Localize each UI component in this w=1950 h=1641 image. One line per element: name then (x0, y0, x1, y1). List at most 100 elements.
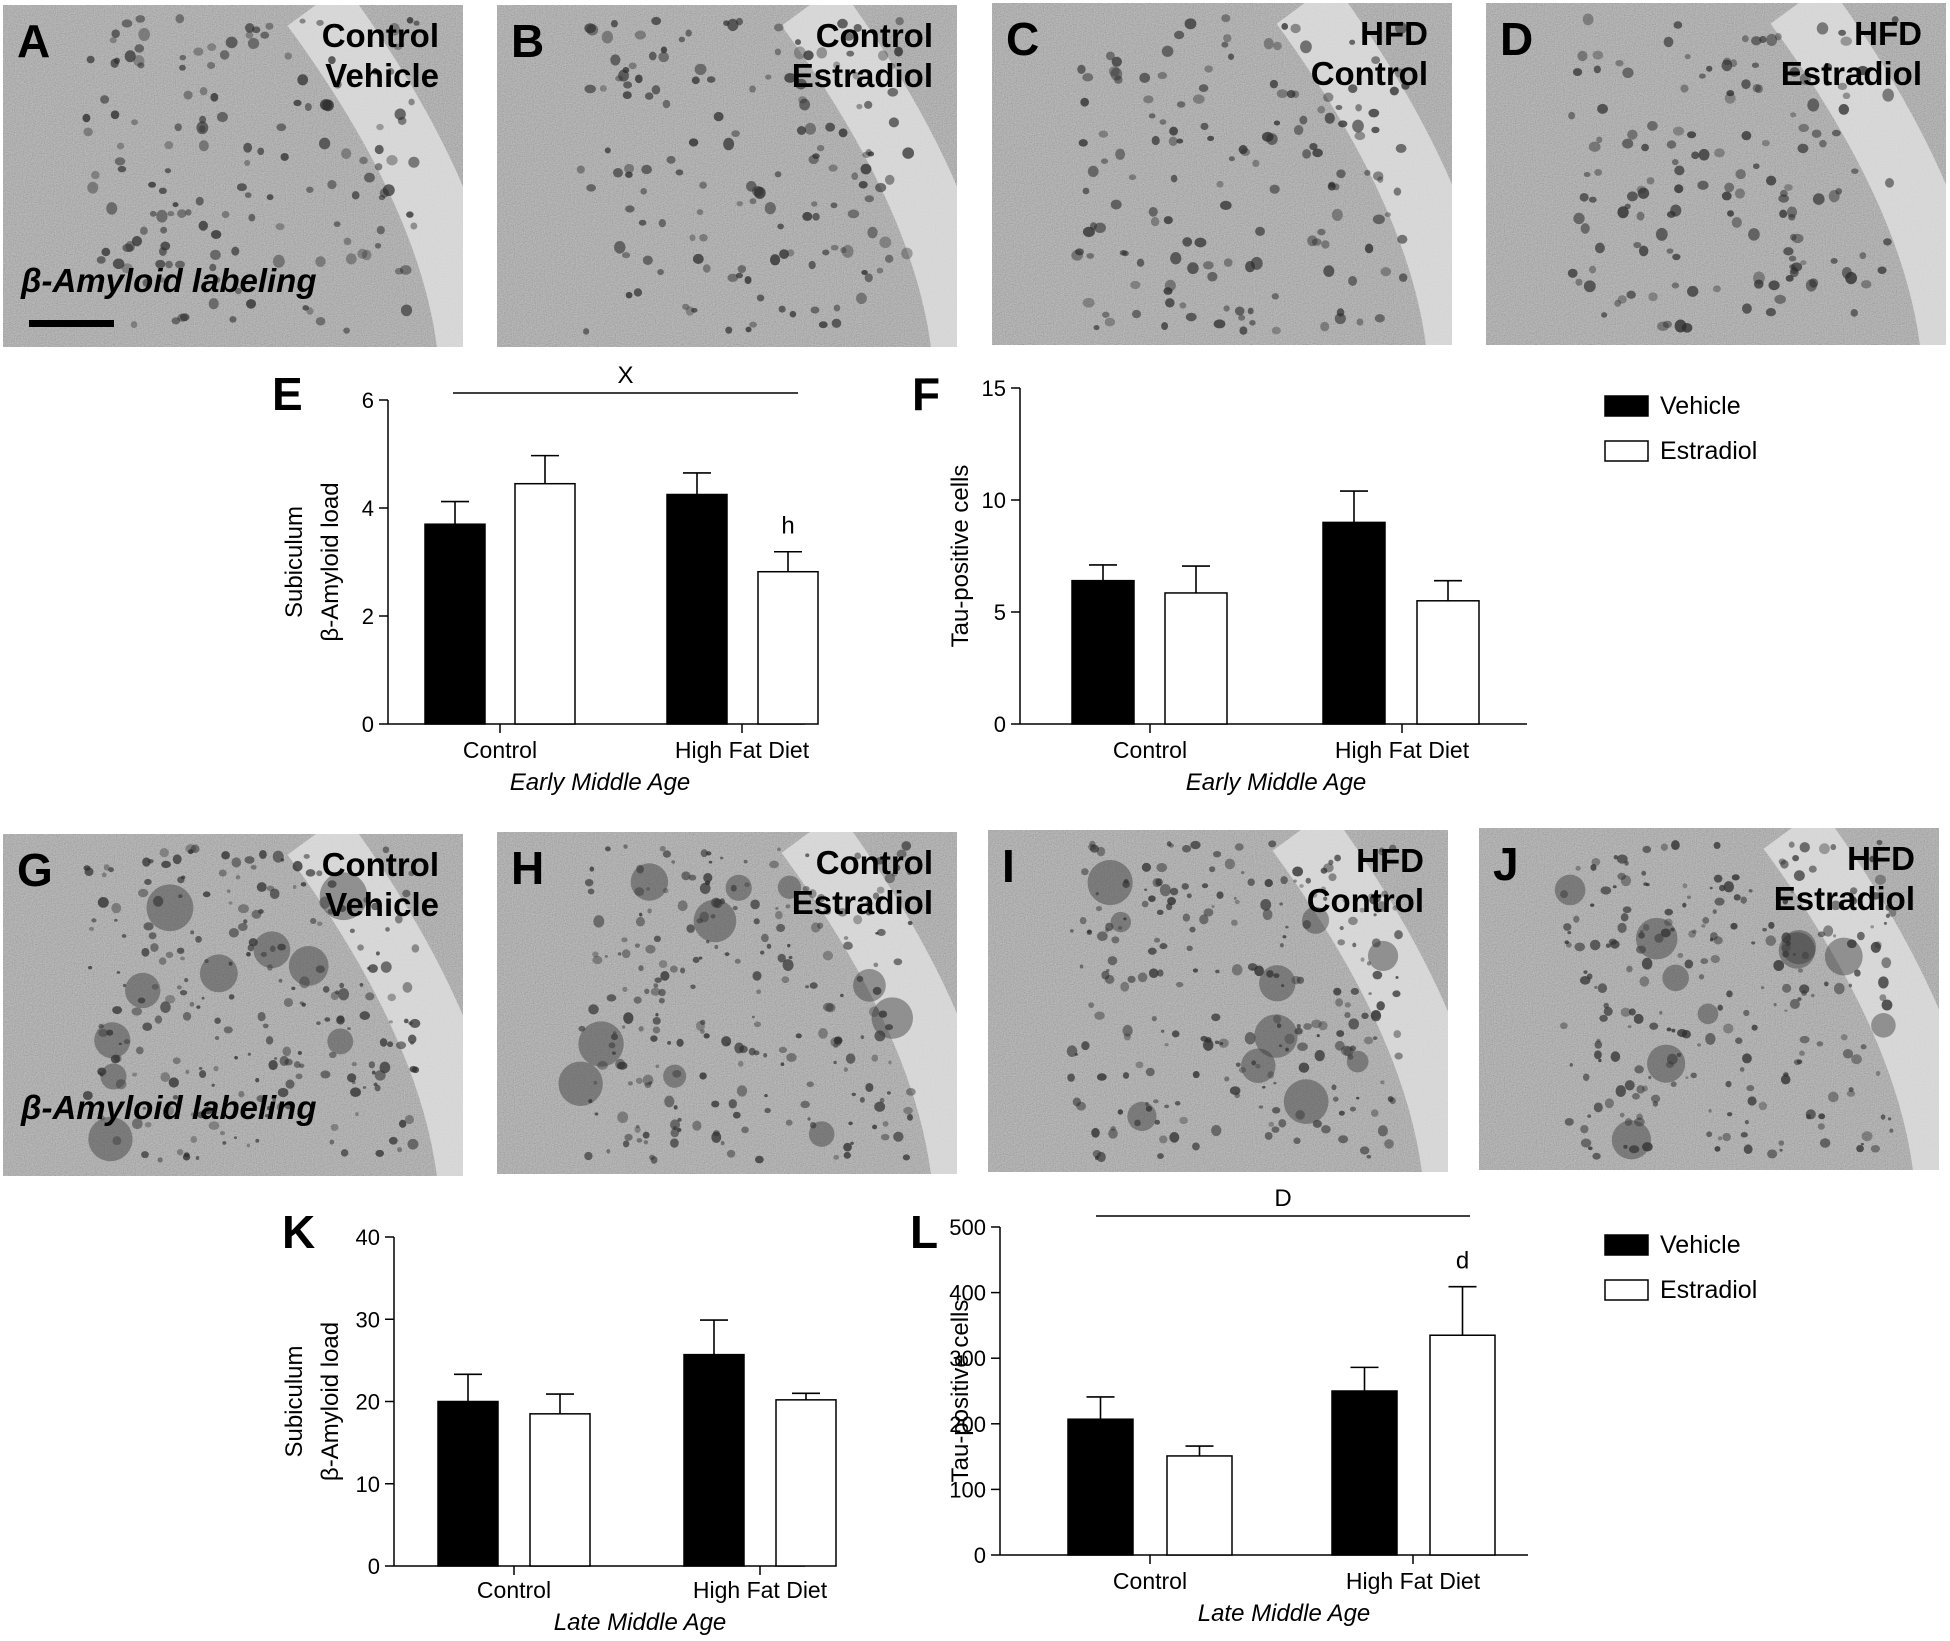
bar (757, 570, 819, 725)
stained-cell (1605, 943, 1611, 948)
stained-cell (1192, 968, 1199, 973)
stained-cell (833, 1154, 840, 1160)
stained-cell (1154, 937, 1161, 943)
stained-cell (1775, 905, 1782, 911)
stained-cell (888, 1060, 892, 1065)
stained-cell (380, 961, 392, 973)
stained-cell (117, 165, 127, 173)
stained-cell (1338, 1110, 1345, 1116)
stained-cell (689, 234, 696, 242)
stained-cell (1279, 902, 1283, 906)
stained-cell (1838, 29, 1846, 36)
stained-cell (1163, 287, 1173, 295)
stained-cell (292, 884, 297, 890)
stained-cell (1176, 101, 1186, 108)
stained-cell (375, 951, 380, 956)
stained-cell (245, 31, 254, 39)
stained-cell (1369, 895, 1378, 905)
stained-cell (132, 1072, 138, 1077)
stained-cell (229, 316, 237, 323)
stained-cell (1601, 312, 1608, 318)
stained-cell (860, 163, 872, 175)
micrograph-label-line1: Control (322, 846, 439, 883)
stained-cell (357, 248, 368, 259)
stained-cell (316, 19, 324, 26)
stained-cell (676, 1038, 684, 1047)
stained-cell (778, 1046, 788, 1054)
stained-cell (1649, 1022, 1659, 1030)
stained-cell (588, 1098, 593, 1104)
y-axis-label: β-Amyloid load (317, 1322, 344, 1481)
stained-cell (706, 939, 710, 944)
stained-cell (160, 1072, 171, 1082)
stained-cell (1127, 975, 1136, 984)
stained-cell (1659, 1010, 1663, 1015)
stained-cell (1636, 1113, 1643, 1121)
stained-cell (1623, 1144, 1628, 1149)
panel-letter: L (910, 1206, 938, 1258)
stained-cell (282, 1046, 292, 1057)
stained-cell (735, 17, 744, 26)
stained-cell (808, 260, 816, 270)
stained-cell (167, 210, 175, 217)
stained-cell (1110, 199, 1122, 210)
stained-cell (1361, 1012, 1369, 1020)
stained-cell (756, 989, 762, 995)
stained-cell (1783, 1072, 1789, 1077)
stained-cell (150, 943, 159, 952)
stained-cell (1816, 22, 1829, 35)
stained-cell (1762, 927, 1767, 932)
stained-cell (681, 871, 691, 881)
stained-cell (576, 165, 585, 174)
stained-cell (703, 873, 713, 883)
stained-cell (122, 983, 127, 988)
stained-cell (809, 982, 818, 989)
stained-cell (1640, 929, 1644, 933)
stained-cell (882, 1120, 889, 1127)
amyloid-plaque (1611, 1120, 1651, 1160)
stained-cell (413, 20, 420, 26)
stained-cell (1774, 294, 1786, 304)
stained-cell (162, 1105, 174, 1117)
stained-cell (811, 922, 821, 933)
stained-cell (1722, 57, 1732, 66)
stained-cell (219, 1130, 226, 1136)
stained-cell (659, 845, 666, 852)
stained-cell (1850, 308, 1858, 317)
bar (1416, 600, 1480, 725)
stained-cell (1368, 108, 1380, 118)
stained-cell (255, 1138, 260, 1143)
stained-cell (622, 67, 630, 74)
amyloid-plaque (125, 972, 161, 1009)
stained-cell (235, 875, 241, 880)
stained-cell (721, 1036, 732, 1047)
stained-cell (1809, 278, 1819, 288)
stained-cell (148, 932, 157, 940)
stained-cell (318, 137, 331, 150)
stained-cell (624, 1133, 633, 1141)
stained-cell (1617, 206, 1629, 219)
legend-swatch (1604, 1234, 1649, 1256)
stained-cell (1397, 234, 1408, 244)
stained-cell (658, 51, 670, 63)
stained-cell (1245, 260, 1256, 273)
stained-cell (1636, 1085, 1645, 1094)
stained-cell (1211, 904, 1215, 909)
stained-cell (216, 111, 228, 123)
stained-cell (1583, 171, 1591, 178)
stain-label: β-Amyloid labeling (20, 262, 317, 299)
stained-cell (363, 896, 370, 903)
stained-cell (1849, 897, 1858, 905)
stained-cell (112, 258, 125, 270)
stained-cell (246, 952, 251, 957)
stained-cell (1721, 59, 1733, 72)
stained-cell (774, 48, 782, 56)
stained-cell (1285, 1047, 1289, 1052)
y-tick-label: 0 (994, 712, 1006, 737)
stained-cell (1727, 210, 1734, 217)
stained-cell (1219, 1041, 1224, 1046)
amyloid-plaque (327, 1028, 354, 1055)
stained-cell (1875, 1070, 1881, 1077)
stained-cell (1164, 1104, 1170, 1109)
